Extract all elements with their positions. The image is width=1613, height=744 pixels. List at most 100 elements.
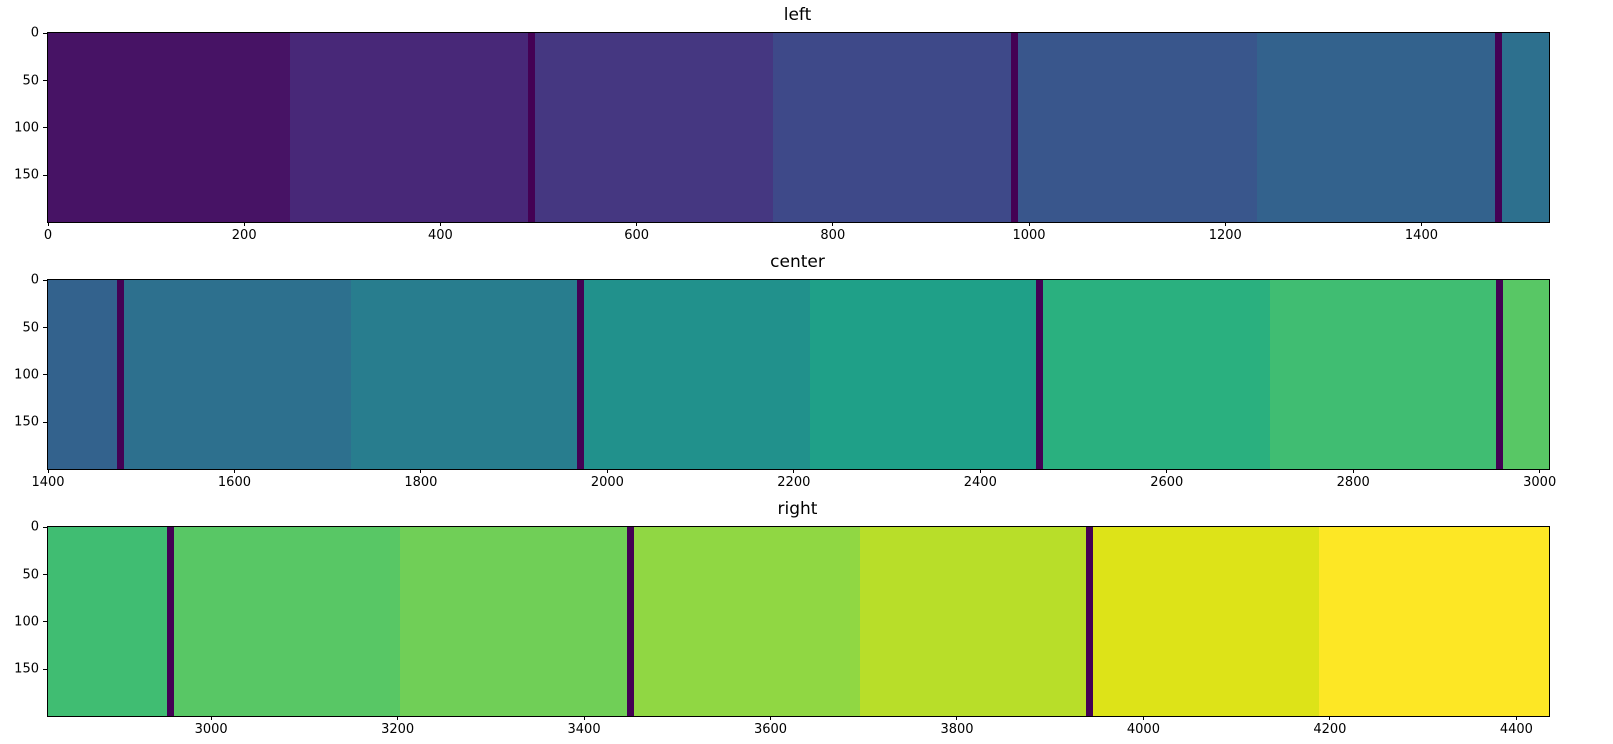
y-tick-label: 50: [22, 320, 39, 336]
segment-separator-line: [1495, 280, 1503, 469]
segment-separator-line: [1036, 280, 1044, 469]
y-tick-label: 50: [22, 73, 39, 89]
x-tick-label: 1800: [404, 475, 438, 490]
color-band-1: [289, 33, 532, 222]
color-band-9: [810, 280, 1040, 469]
x-tick-label: 1400: [1404, 228, 1438, 243]
y-tick-mark: [43, 32, 47, 34]
x-tick-label: 3800: [940, 722, 974, 737]
color-band-6: [121, 280, 351, 469]
y-tick-mark: [43, 374, 47, 376]
x-tick-mark: [1539, 469, 1541, 473]
segment-separator-line: [117, 280, 125, 469]
x-tick-label: 3200: [381, 722, 415, 737]
y-tick-mark: [43, 421, 47, 423]
x-tick-mark: [636, 222, 638, 226]
y-tick-label: 0: [30, 272, 39, 288]
panel-right-title: right: [777, 499, 818, 519]
x-tick-mark: [979, 469, 981, 473]
y-tick-mark: [43, 327, 47, 329]
segment-separator-line: [576, 280, 584, 469]
panel-left: left 0 200 400 600 800 1000 1200 1400 0 50 100 150: [0, 0, 1613, 247]
y-tick-mark: [43, 80, 47, 82]
color-band-7: [350, 280, 581, 469]
panel-right: right 3000 3200 3400 3600 3800 4000 4200 4400 0 5…: [0, 494, 1613, 741]
y-tick-mark: [43, 279, 47, 281]
color-band-3: [773, 33, 1015, 222]
x-tick-label: 4000: [1126, 722, 1160, 737]
x-tick-mark: [47, 469, 49, 473]
y-tick-mark: [43, 574, 47, 576]
y-tick-mark: [43, 621, 47, 623]
x-tick-label: 800: [820, 228, 846, 243]
x-tick-mark: [233, 469, 235, 473]
x-tick-mark: [1142, 716, 1144, 720]
x-tick-mark: [439, 222, 441, 226]
x-tick-label: 3000: [194, 722, 228, 737]
x-tick-label: 1600: [217, 475, 251, 490]
panel-left-plot-area: 0 200 400 600 800 1000 1200 1400 0 50 100 150: [14, 26, 1550, 243]
color-band-8: [580, 280, 811, 469]
color-band-2: [531, 33, 774, 222]
x-tick-mark: [243, 222, 245, 226]
x-tick-mark: [583, 716, 585, 720]
x-tick-mark: [420, 469, 422, 473]
x-tick-mark: [1166, 469, 1168, 473]
color-band-6: [1498, 33, 1549, 222]
x-tick-label: 1200: [1208, 228, 1242, 243]
segment-separator-line: [167, 527, 175, 716]
x-tick-mark: [1329, 716, 1331, 720]
x-tick-label: 1000: [1012, 228, 1046, 243]
x-tick-label: 2400: [963, 475, 997, 490]
color-band-12: [1499, 280, 1549, 469]
y-tick-label: 0: [30, 519, 39, 535]
x-tick-mark: [1515, 716, 1517, 720]
panel-center-title: center: [770, 252, 825, 272]
segment-separator-line: [1011, 33, 1019, 222]
color-band-13: [400, 527, 631, 716]
y-tick-label: 150: [14, 414, 39, 430]
x-tick-label: 400: [427, 228, 453, 243]
y-tick-label: 50: [22, 567, 39, 583]
y-tick-mark: [43, 668, 47, 670]
x-tick-label: 3000: [1523, 475, 1557, 490]
x-tick-label: 4400: [1499, 722, 1533, 737]
panel-center-plot-area: 1400 1600 1800 2000 2200 2400 2600 2800 3000 0 50 1…: [14, 273, 1556, 490]
y-tick-mark: [43, 174, 47, 176]
x-tick-mark: [210, 716, 212, 720]
x-tick-mark: [1224, 222, 1226, 226]
segment-separator-line: [527, 33, 535, 222]
x-tick-mark: [832, 222, 834, 226]
y-tick-label: 100: [14, 367, 39, 383]
y-tick-label: 150: [14, 661, 39, 677]
x-tick-mark: [1420, 222, 1422, 226]
panel-left-title: left: [783, 5, 812, 25]
color-band-17: [1319, 527, 1549, 716]
x-tick-label: 600: [624, 228, 650, 243]
x-tick-label: 2200: [777, 475, 811, 490]
x-tick-mark: [770, 716, 772, 720]
x-tick-mark: [606, 469, 608, 473]
y-tick-label: 100: [14, 614, 39, 630]
x-tick-label: 0: [43, 228, 53, 243]
x-tick-label: 3400: [567, 722, 601, 737]
x-tick-label: 200: [231, 228, 257, 243]
color-band-0: [48, 33, 290, 222]
segment-separator-line: [1086, 527, 1094, 716]
segment-separator-line: [626, 527, 634, 716]
x-tick-label: 3600: [753, 722, 788, 737]
color-band-15: [859, 527, 1090, 716]
color-band-11: [48, 527, 171, 716]
x-tick-label: 2600: [1150, 475, 1184, 490]
y-tick-mark: [43, 127, 47, 129]
color-band-5: [48, 280, 122, 469]
y-tick-label: 150: [14, 167, 39, 183]
color-band-16: [1089, 527, 1320, 716]
x-tick-mark: [1028, 222, 1030, 226]
x-tick-label: 2000: [590, 475, 624, 490]
x-tick-mark: [47, 222, 49, 226]
panel-center: center 1400 1600 1800 2000 2200 2400 2600 2800 3…: [0, 247, 1613, 494]
segment-separator-line: [1494, 33, 1502, 222]
panel-right-plot-area: 3000 3200 3400 3600 3800 4000 4200 4400 0 50 100 15…: [14, 520, 1550, 737]
